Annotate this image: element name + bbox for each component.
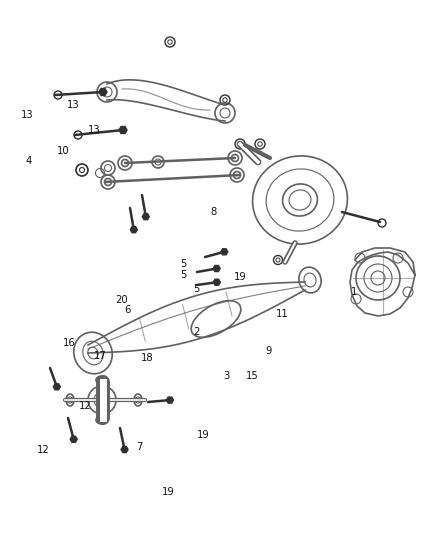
Text: 13: 13 [21,110,33,120]
Polygon shape [213,265,220,271]
Polygon shape [221,249,228,255]
Text: 1: 1 [351,287,357,296]
Polygon shape [70,436,77,442]
Text: 5: 5 [180,270,186,280]
Text: 20: 20 [116,295,128,304]
Text: 8: 8 [211,207,217,217]
Polygon shape [99,88,107,95]
Polygon shape [119,126,127,133]
Text: 5: 5 [193,285,199,294]
Text: 5: 5 [180,260,186,269]
Text: 11: 11 [276,310,289,319]
Polygon shape [142,214,149,220]
Text: 4: 4 [25,157,32,166]
Text: 19: 19 [196,431,209,440]
Text: 13: 13 [88,125,100,135]
Text: 17: 17 [93,351,106,361]
Text: 12: 12 [79,401,92,411]
Text: 19: 19 [162,487,175,497]
Text: 2: 2 [193,327,199,336]
Text: 16: 16 [63,338,76,348]
Polygon shape [166,397,173,403]
Text: 10: 10 [57,146,70,156]
Text: 18: 18 [141,353,153,363]
Polygon shape [121,447,128,453]
Text: 3: 3 [224,372,230,381]
Text: 12: 12 [36,446,49,455]
Text: 13: 13 [67,100,80,110]
Polygon shape [131,227,138,233]
Text: 19: 19 [233,272,247,281]
Text: 6: 6 [125,305,131,315]
Text: 15: 15 [245,372,258,381]
Polygon shape [53,384,60,390]
Text: 7: 7 [136,442,142,451]
Text: 9: 9 [266,346,272,356]
Polygon shape [213,279,220,285]
